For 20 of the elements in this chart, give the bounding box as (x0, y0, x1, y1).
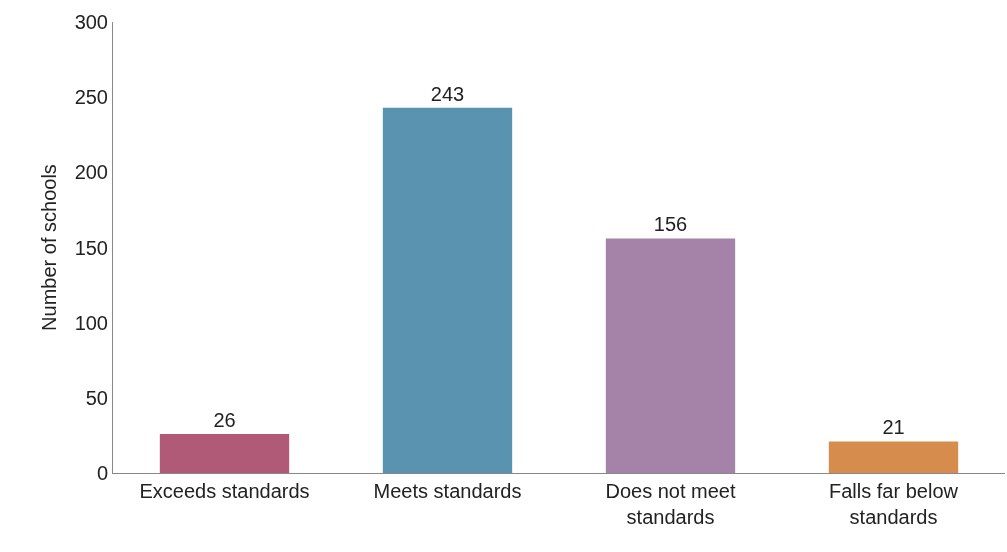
y-tick-label: 250 (74, 86, 108, 109)
x-tick-label: Exceeds standards (139, 480, 310, 502)
data-label: 21 (882, 416, 905, 439)
y-tick-label: 50 (85, 386, 108, 409)
y-tick-label: 150 (74, 236, 108, 259)
y-tick-label: 200 (74, 161, 108, 184)
bar (382, 107, 513, 473)
data-label: 243 (430, 82, 465, 105)
data-label: 26 (213, 408, 236, 431)
x-tick-label: Falls far below standards (829, 480, 959, 528)
x-tick-label: Does not meet standards (605, 480, 736, 528)
data-label: 156 (653, 213, 688, 236)
y-axis-title: Number of schools (38, 164, 61, 331)
y-tick-label: 0 (96, 462, 108, 484)
bar (159, 433, 290, 473)
bar (605, 238, 736, 473)
y-tick-label: 100 (74, 311, 108, 334)
y-tick-label: 300 (74, 11, 108, 33)
bar (828, 441, 959, 473)
x-tick-label: Meets standards (373, 480, 522, 502)
